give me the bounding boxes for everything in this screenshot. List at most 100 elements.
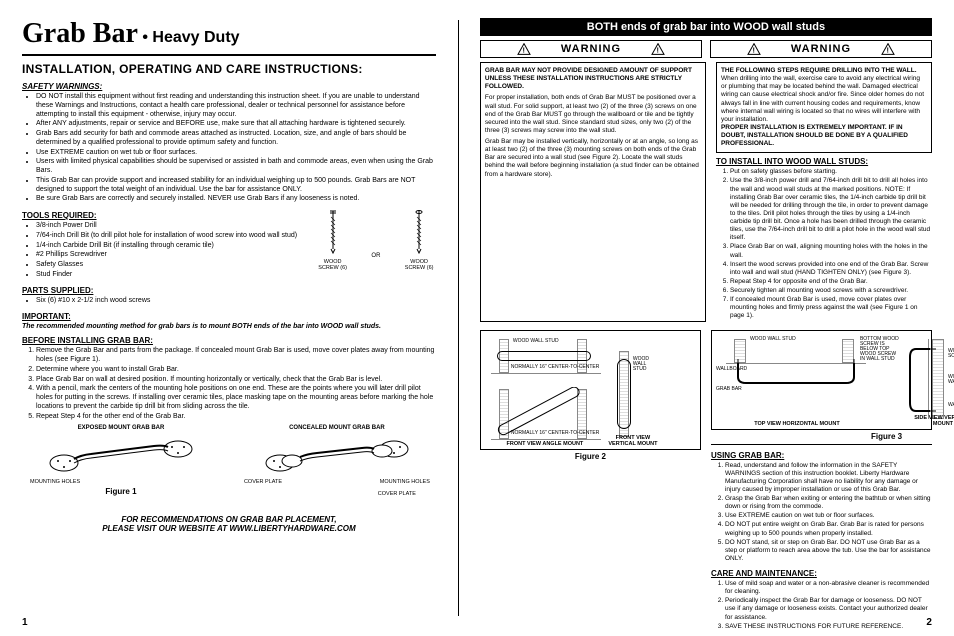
- fig1-title-a: EXPOSED MOUNT GRAB BAR: [22, 425, 220, 431]
- screw-label-a: WOOD SCREW (6): [316, 259, 350, 271]
- warning-icon: !: [881, 43, 895, 55]
- page-2: BOTH ends of grab bar into WOOD wall stu…: [458, 0, 954, 636]
- title-main: Grab Bar: [22, 18, 138, 49]
- box-paragraph: For proper installation, both ends of Gr…: [485, 94, 701, 135]
- list-item: If concealed mount Grab Bar is used, mov…: [730, 296, 932, 320]
- list-item: SAVE THESE INSTRUCTIONS FOR FUTURE REFER…: [725, 623, 932, 631]
- fig1-label: Figure 1: [22, 487, 220, 496]
- list-item: Securely tighten all mounting wood screw…: [730, 287, 932, 295]
- warning-icon: !: [517, 43, 531, 55]
- list-item: Stud Finder: [36, 271, 304, 280]
- install-list: Put on safety glasses before starting.Us…: [716, 168, 932, 320]
- list-item: Use of mild soap and water or a non-abra…: [725, 580, 932, 596]
- box-paragraph: GRAB BAR MAY NOT PROVIDE DESIGNED AMOUNT…: [485, 67, 701, 91]
- list-item: Remove the Grab Bar and parts from the p…: [36, 347, 436, 365]
- label-wallboard: WALLBOARD: [716, 367, 747, 372]
- box-right-heading: THE FOLLOWING STEPS REQUIRE DRILLING INT…: [721, 67, 917, 74]
- fig2-label: Figure 2: [480, 452, 701, 461]
- screw-icon: [327, 209, 339, 255]
- mounting-holes-label: MOUNTING HOLES: [30, 479, 220, 485]
- heading-parts: PARTS SUPPLIED:: [22, 286, 304, 295]
- fig2-sub-a: FRONT VIEW ANGLE MOUNT: [495, 441, 595, 447]
- warning-label: WARNING: [561, 43, 621, 55]
- label-normally: NORMALLY 16" CENTER-TO-CENTER: [511, 365, 599, 370]
- list-item: Be sure Grab Bars are correctly and secu…: [36, 195, 436, 204]
- svg-text:!: !: [522, 45, 525, 54]
- fig3-sub-b: SIDE VIEW VERTICAL MOUNT: [908, 415, 954, 427]
- label-grab-bar: GRAB BAR: [716, 387, 742, 392]
- svg-text:!: !: [887, 45, 890, 54]
- box-right-foot: PROPER INSTALLATION IS EXTREMELY IMPORTA…: [721, 124, 908, 147]
- exposed-bar-icon: [46, 433, 196, 479]
- warning-icon: !: [651, 43, 665, 55]
- list-item: DO NOT stand, sit or step on Grab Bar. D…: [725, 539, 932, 563]
- website-block: FOR RECOMMENDATIONS ON GRAB BAR PLACEMEN…: [22, 515, 436, 533]
- topview-bar-icon: [730, 359, 862, 389]
- list-item: Users with limited physical capabilities…: [36, 158, 436, 176]
- figure-1: EXPOSED MOUNT GRAB BAR MOUNTING HOLES Fi…: [22, 425, 436, 497]
- rule: [22, 54, 436, 56]
- list-item: Six (6) #10 x 2-1/2 inch wood screws: [36, 297, 304, 306]
- tools-list: 3/8-inch Power Drill7/64-inch Drill Bit …: [22, 222, 304, 280]
- top-two-col: GRAB BAR MAY NOT PROVIDE DESIGNED AMOUNT…: [480, 62, 932, 322]
- list-item: After ANY adjustments, repair or service…: [36, 120, 436, 129]
- list-item: Safety Glasses: [36, 261, 304, 270]
- svg-text:!: !: [752, 45, 755, 54]
- fig3-sub-a: TOP VIEW HORIZONTAL MOUNT: [742, 421, 852, 427]
- label-wood-stud: WOOD WALL STUD: [948, 375, 954, 385]
- fig2-sub-b: FRONT VIEW VERTICAL MOUNT: [605, 435, 661, 447]
- important-text: The recommended mounting method for grab…: [22, 323, 436, 330]
- heading-to-install: TO INSTALL INTO WOOD WALL STUDS:: [716, 157, 932, 166]
- cover-plate-label: COVER PLATE: [238, 491, 436, 497]
- list-item: This Grab Bar can provide support and in…: [36, 177, 436, 195]
- list-item: Periodically inspect the Grab Bar for da…: [725, 597, 932, 621]
- drilling-warning-box: THE FOLLOWING STEPS REQUIRE DRILLING INT…: [716, 62, 932, 153]
- list-item: DO NOT put entire weight on Grab Bar. Gr…: [725, 521, 932, 537]
- list-item: Use the 3/8-inch power drill and 7/64-in…: [730, 177, 932, 242]
- using-list: Read, understand and follow the informat…: [711, 462, 932, 564]
- label-bottom-screw: BOTTOM WOOD SCREW IS BELOW TOP WOOD SCRE…: [860, 337, 902, 362]
- warning-label: WARNING: [791, 43, 851, 55]
- proper-install-box: GRAB BAR MAY NOT PROVIDE DESIGNED AMOUNT…: [480, 62, 706, 322]
- safety-list: DO NOT install this equipment without fi…: [22, 93, 436, 204]
- figure-2: WOOD WALL STUD NORMALLY 16" CENTER-TO-CE…: [480, 330, 701, 450]
- label-wallboard: WALLBOARD: [948, 403, 954, 408]
- right-top-block: THE FOLLOWING STEPS REQUIRE DRILLING INT…: [716, 62, 932, 322]
- figure-3: WOOD WALL STUD WALLBOARD GRAB BAR BOTTOM…: [711, 330, 932, 430]
- svg-text:!: !: [656, 45, 659, 54]
- banner: BOTH ends of grab bar into WOOD wall stu…: [480, 18, 932, 36]
- title-bullet: •: [138, 29, 153, 46]
- label-wood-stud: WOOD WALL STUD: [633, 357, 661, 372]
- list-item: Put on safety glasses before starting.: [730, 168, 932, 176]
- list-item: 7/64-inch Drill Bit (to drill pilot hole…: [36, 232, 304, 241]
- rule: [711, 444, 932, 445]
- warning-row: ! WARNING ! ! WARNING !: [480, 40, 932, 58]
- warning-box-right: ! WARNING !: [710, 40, 932, 58]
- sideview-bar-icon: [908, 345, 936, 415]
- concealed-bar-icon: [262, 433, 412, 479]
- heading-safety: SAFETY WARNINGS:: [22, 82, 436, 91]
- fig1-title-b: CONCEALED MOUNT GRAB BAR: [238, 425, 436, 431]
- list-item: Determine where you want to install Grab…: [36, 366, 436, 375]
- website-line2: PLEASE VISIT OUR WEBSITE AT WWW.LIBERTYH…: [22, 524, 436, 533]
- parts-list: Six (6) #10 x 2-1/2 inch wood screws: [22, 297, 304, 306]
- before-list: Remove the Grab Bar and parts from the p…: [22, 347, 436, 421]
- page-divider: [458, 20, 459, 616]
- heading-care: CARE AND MAINTENANCE:: [711, 569, 932, 578]
- list-item: Grab Bars add security for bath and comm…: [36, 130, 436, 148]
- fig3-label: Figure 3: [871, 432, 932, 441]
- warning-icon: !: [747, 43, 761, 55]
- figure-row: WOOD WALL STUD NORMALLY 16" CENTER-TO-CE…: [480, 326, 932, 632]
- box-right-body: When drilling into the wall, exercise ca…: [721, 75, 924, 123]
- page-number-1: 1: [22, 617, 28, 628]
- list-item: DO NOT install this equipment without fi…: [36, 93, 436, 119]
- label-normally: NORMALLY 16" CENTER-TO-CENTER: [511, 431, 599, 436]
- box-paragraph: Grab Bar may be installed vertically, ho…: [485, 138, 701, 179]
- list-item: 1/4-inch Carbide Drill Bit (if installin…: [36, 242, 304, 251]
- label-wood-screw: WOOD SCREW: [948, 349, 954, 359]
- page-1: Grab Bar • Heavy Duty INSTALLATION, OPER…: [0, 0, 458, 636]
- screw-diagram: WOOD SCREW (6) OR WOOD SCREW (6): [316, 205, 436, 271]
- page-number-2: 2: [926, 617, 932, 628]
- list-item: Place Grab Bar on wall at desired positi…: [36, 376, 436, 385]
- warning-box-left: ! WARNING !: [480, 40, 702, 58]
